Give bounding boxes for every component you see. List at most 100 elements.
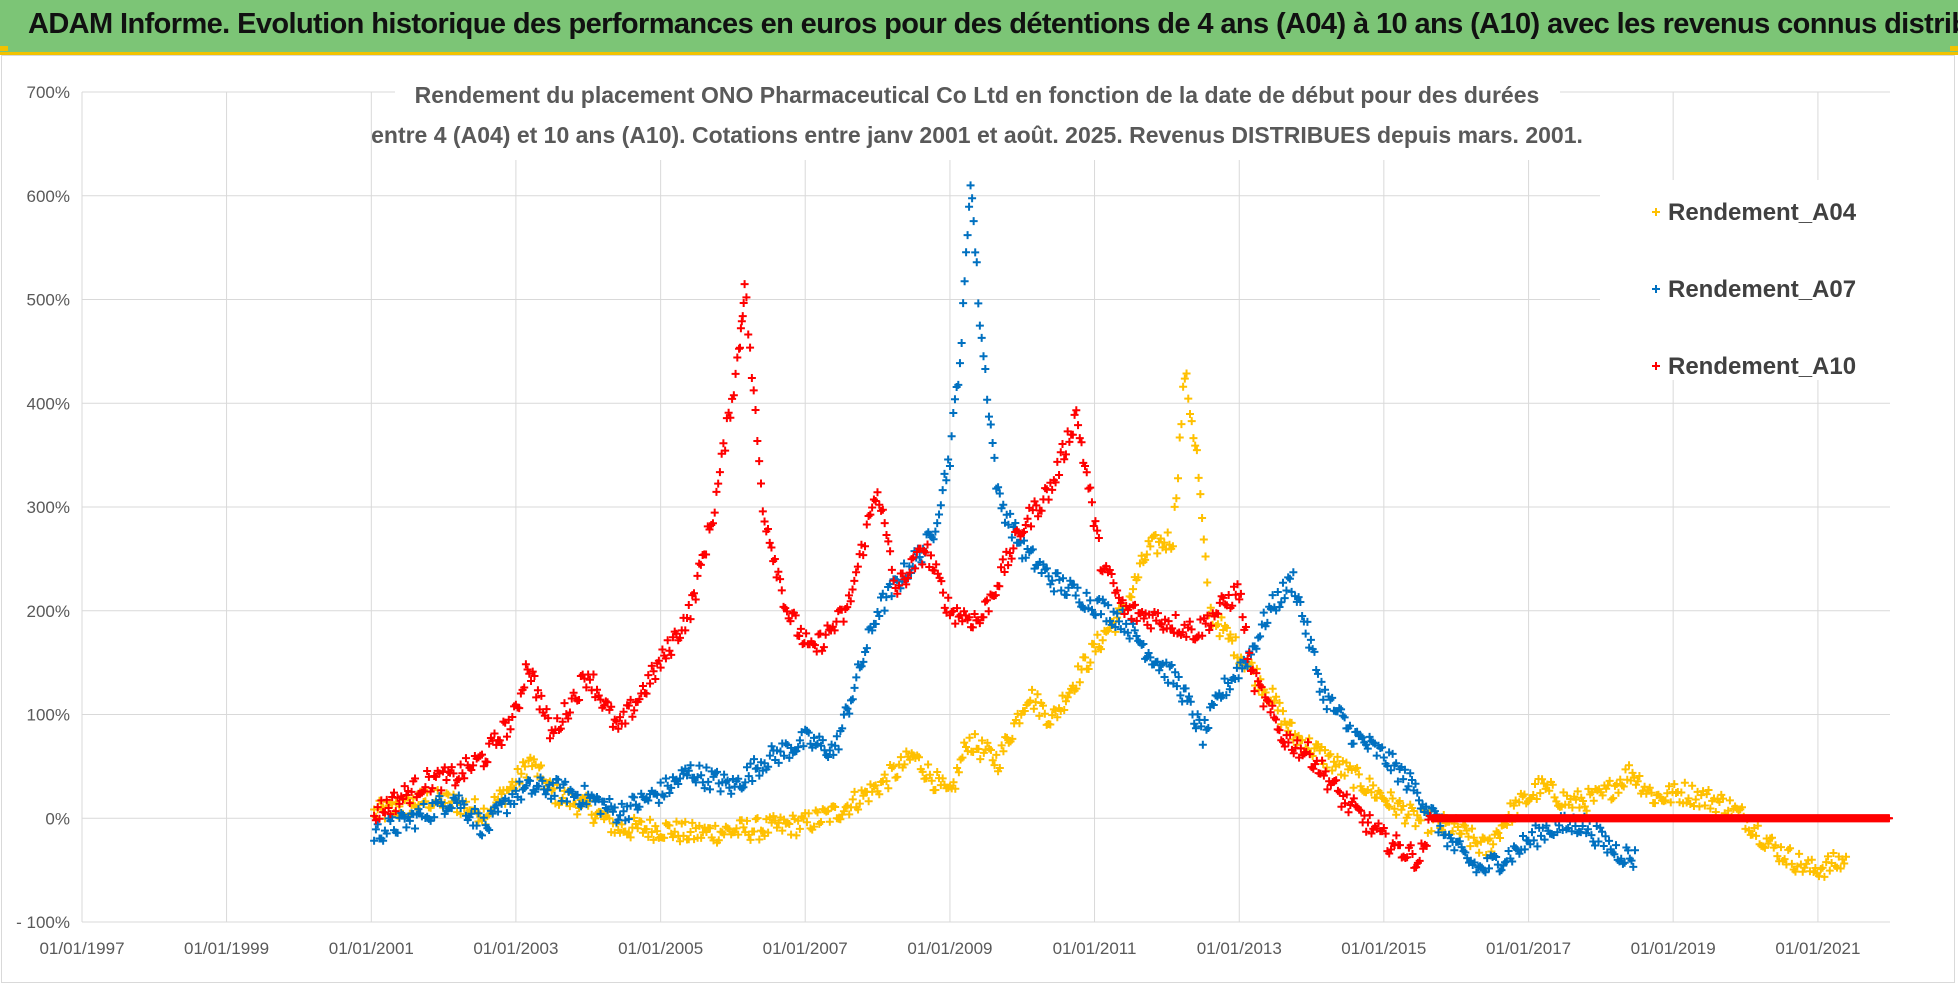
data-point (999, 500, 1008, 509)
data-point (1048, 711, 1057, 720)
data-point (1466, 842, 1475, 851)
data-point (537, 691, 546, 700)
data-point (1612, 779, 1621, 788)
report-title: ADAM Informe. Evolution historique des p… (28, 8, 1958, 40)
data-point (952, 604, 961, 613)
data-point (1768, 833, 1776, 842)
data-point (1321, 685, 1330, 694)
data-point (772, 823, 781, 832)
data-point (905, 568, 914, 577)
data-point (813, 808, 822, 817)
data-point (714, 836, 723, 845)
data-point (836, 815, 845, 824)
data-point (461, 754, 470, 763)
data-point (873, 608, 882, 617)
x-tick-label: 01/01/2001 (329, 939, 414, 958)
data-point (1578, 821, 1587, 830)
data-point (405, 816, 414, 825)
data-point (1228, 601, 1237, 610)
data-point (1647, 788, 1656, 797)
data-point (400, 782, 409, 791)
data-point (658, 645, 667, 654)
data-point (933, 569, 942, 578)
data-point (715, 468, 724, 477)
data-point (992, 750, 1001, 759)
data-point (1220, 674, 1229, 683)
data-point (683, 771, 692, 780)
data-point (660, 833, 669, 842)
data-point (696, 560, 705, 569)
data-point (882, 531, 891, 540)
data-point (1408, 850, 1417, 859)
data-point (720, 770, 729, 779)
data-point (630, 793, 639, 802)
data-point (608, 807, 617, 816)
data-point (1328, 693, 1337, 702)
data-point (605, 795, 614, 804)
data-point (1509, 801, 1518, 810)
data-point (903, 573, 912, 582)
data-point (647, 661, 656, 670)
data-point (513, 764, 522, 773)
data-point (1238, 664, 1247, 673)
data-point (1118, 596, 1127, 605)
data-point (1106, 616, 1115, 625)
data-point (1132, 616, 1141, 625)
data-point (719, 439, 728, 448)
data-point (1583, 825, 1592, 834)
data-point (864, 511, 873, 520)
data-point (1475, 848, 1484, 857)
data-point (893, 772, 902, 781)
data-point (1284, 573, 1293, 582)
x-tick-label: 01/01/2017 (1486, 939, 1571, 958)
data-point (1153, 609, 1162, 618)
data-point (1007, 533, 1016, 542)
data-point (880, 519, 889, 528)
data-point (1661, 796, 1670, 805)
data-point (1151, 530, 1160, 539)
data-point (649, 835, 658, 844)
data-point (995, 582, 1004, 591)
data-point (979, 352, 988, 361)
data-point (853, 562, 862, 571)
data-point (1489, 840, 1498, 849)
data-point (968, 623, 977, 632)
series-Rendement_A10 (370, 280, 1894, 872)
data-point (965, 733, 974, 742)
data-point (932, 560, 941, 569)
data-point (1280, 594, 1289, 603)
data-point (1617, 781, 1626, 790)
data-point (1266, 708, 1275, 717)
data-point (1272, 692, 1281, 701)
data-point (764, 762, 773, 771)
x-tick-label: 01/01/1997 (39, 939, 124, 958)
data-point (1127, 614, 1136, 623)
data-point (1737, 803, 1746, 812)
y-axis-tick-labels: - 100% 0% 100% 200% 300% 400% 500% 600% 700% (16, 83, 70, 932)
data-point (1073, 583, 1082, 592)
data-point (1271, 715, 1280, 724)
data-point (1403, 853, 1412, 862)
data-point (1744, 826, 1753, 835)
data-point (573, 810, 582, 819)
data-point (544, 714, 553, 723)
data-point (1122, 619, 1131, 628)
data-point (1097, 610, 1105, 619)
data-point (1180, 374, 1189, 383)
data-point (569, 688, 578, 697)
data-point (1243, 655, 1252, 664)
data-point (1170, 502, 1179, 511)
data-point (981, 364, 990, 373)
data-point (755, 835, 764, 844)
data-point (1178, 628, 1187, 637)
data-point (935, 510, 944, 519)
data-point (732, 824, 741, 833)
data-point (1294, 731, 1303, 740)
data-point (889, 576, 898, 585)
banner-corner-right (1950, 46, 1958, 51)
data-point (1020, 706, 1029, 715)
data-point (939, 588, 948, 597)
data-point (1338, 711, 1347, 720)
data-point (1191, 441, 1200, 450)
